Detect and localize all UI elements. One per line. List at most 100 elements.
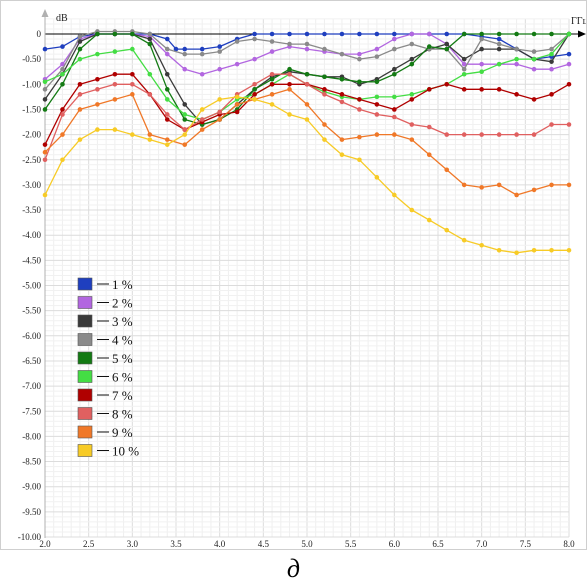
data-point <box>234 109 240 115</box>
data-point <box>287 66 292 72</box>
data-point <box>147 92 153 97</box>
data-point <box>164 36 170 42</box>
y-tick-labels: 0 -0.50 -1.00 -1.50 -2.00 -2.50 -3.00 -3.50 -4.0… <box>18 29 42 542</box>
data-point <box>42 46 48 52</box>
data-point <box>182 127 188 132</box>
x-tick-label: 5.5 <box>345 539 357 549</box>
data-point <box>182 112 188 117</box>
data-point <box>287 41 292 47</box>
legend-label: 10 % <box>112 444 139 459</box>
data-point <box>549 122 554 127</box>
y-tick-label: -7.50 <box>22 406 41 416</box>
data-point <box>269 31 275 37</box>
legend-item: 2 % <box>77 296 133 311</box>
data-point <box>531 132 537 137</box>
data-point <box>234 39 240 44</box>
data-point <box>287 87 292 92</box>
data-point <box>322 92 327 97</box>
legend-label: 3 % <box>112 314 133 329</box>
data-point <box>426 87 432 92</box>
data-point <box>252 56 257 62</box>
data-point <box>426 124 432 130</box>
data-point <box>392 192 397 198</box>
data-point <box>182 51 188 57</box>
legend-label: 1 % <box>112 277 133 292</box>
legend-label: 4 % <box>112 333 133 348</box>
data-point <box>287 71 292 77</box>
y-tick-label: -8.50 <box>22 457 41 467</box>
data-point <box>112 82 118 87</box>
data-point <box>130 71 135 77</box>
data-point <box>461 66 467 72</box>
data-point <box>392 71 397 77</box>
data-point <box>95 31 100 37</box>
data-point <box>77 46 83 52</box>
data-point <box>531 31 537 37</box>
data-point <box>409 122 415 127</box>
data-point <box>444 46 450 52</box>
data-point <box>42 79 48 85</box>
data-point <box>322 46 327 52</box>
data-point <box>409 56 415 62</box>
data-point <box>496 46 502 52</box>
data-point <box>95 102 100 107</box>
data-point <box>549 31 554 37</box>
data-point <box>164 46 170 52</box>
y-tick-label: -4.50 <box>22 255 41 265</box>
x-tick-label: 5.0 <box>301 539 313 549</box>
y-tick-label: -10.00 <box>18 532 42 542</box>
data-point <box>77 56 83 62</box>
data-point <box>77 137 83 142</box>
y-axis-arrow-icon <box>41 9 49 17</box>
data-point <box>566 51 572 57</box>
data-point <box>60 82 65 87</box>
x-tick-label: 3.5 <box>170 539 182 549</box>
data-point <box>42 157 48 163</box>
series-lines <box>42 29 572 256</box>
data-point <box>549 51 554 57</box>
data-point <box>531 187 537 193</box>
data-point <box>514 31 519 37</box>
y-tick-label: -9.50 <box>22 507 41 517</box>
data-point <box>479 87 484 92</box>
data-point <box>42 87 48 92</box>
data-point <box>217 97 222 102</box>
data-point <box>339 51 345 57</box>
data-point <box>77 82 83 87</box>
data-point <box>164 142 170 147</box>
legend-label: 9 % <box>112 425 133 440</box>
data-point <box>357 157 362 163</box>
data-point <box>566 122 572 127</box>
data-point <box>269 82 275 87</box>
data-point <box>444 132 450 137</box>
legend-swatch <box>77 333 93 346</box>
data-point <box>426 44 432 49</box>
data-point <box>531 97 537 102</box>
y-tick-label: -5.50 <box>22 306 41 316</box>
y-axis-unit: dB <box>56 13 68 24</box>
panel-label: д <box>286 554 301 583</box>
data-point <box>357 31 362 37</box>
y-tick-label: 0 <box>37 29 42 39</box>
data-point <box>496 41 502 47</box>
data-point <box>322 74 327 80</box>
data-point <box>60 157 65 163</box>
data-point <box>95 127 100 132</box>
data-point <box>549 92 554 97</box>
data-point <box>409 137 415 142</box>
data-point <box>339 92 345 97</box>
data-point <box>95 51 100 57</box>
y-tick-label: -8.00 <box>22 431 41 441</box>
y-tick-label: -4.00 <box>22 230 41 240</box>
x-tick-label: 7.0 <box>476 539 488 549</box>
data-point <box>322 137 327 142</box>
data-point <box>444 167 450 173</box>
data-point <box>164 112 170 117</box>
data-point <box>304 102 310 107</box>
data-point <box>374 132 380 137</box>
data-point <box>357 79 362 85</box>
data-point <box>461 56 467 62</box>
data-point <box>479 185 484 190</box>
data-point <box>461 71 467 77</box>
data-point <box>182 102 188 107</box>
